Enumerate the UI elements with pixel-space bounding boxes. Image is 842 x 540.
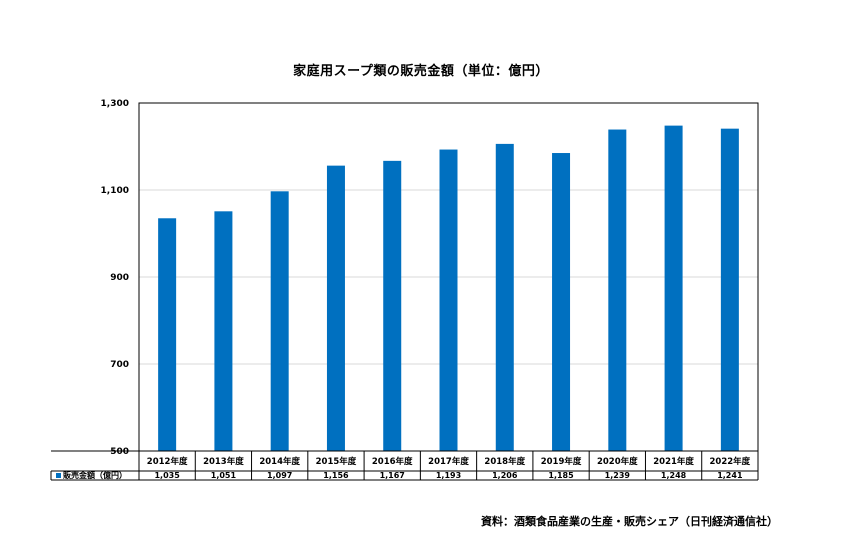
bar [326, 165, 345, 451]
y-tick-label: 700 [110, 360, 129, 370]
data-table: 2012年度 1,035 2013年度 1,051 2014年度 1,097 2015年度 1… [50, 450, 759, 481]
x-tick-label: 2015年度 [316, 456, 357, 467]
y-tick-label: 500 [110, 447, 129, 457]
data-label: 1,167 [380, 471, 405, 480]
legend-label: 販売金額（億円） [63, 470, 127, 480]
y-tick-label: 900 [110, 273, 129, 283]
bar [552, 153, 571, 451]
source-note: 資料：酒類食品産業の生産・販売シェア（日刊経済通信社） [481, 515, 778, 528]
data-label: 1,206 [492, 471, 518, 480]
x-tick-label: 2017年度 [428, 456, 469, 467]
data-label: 1,097 [267, 471, 292, 480]
x-tick-label: 2016年度 [372, 456, 413, 467]
bar [214, 211, 233, 451]
bar [383, 160, 402, 452]
y-tick-labels: 500 700 900 1,100 1,300 [101, 99, 129, 457]
data-label: 1,051 [211, 471, 237, 480]
data-label: 1,239 [605, 471, 631, 480]
bars [158, 125, 739, 452]
x-tick-label: 2022年度 [710, 456, 751, 467]
x-tick-label: 2013年度 [203, 456, 244, 467]
data-label: 1,193 [436, 471, 461, 480]
bar [439, 149, 458, 452]
y-tick-label: 1,100 [101, 186, 129, 196]
x-tick-label: 2018年度 [484, 456, 525, 467]
bar [270, 191, 289, 451]
legend-swatch [56, 473, 61, 478]
x-tick-label: 2012年度 [147, 456, 188, 467]
chart-title: 家庭用スープ類の販売金額（単位：億円） [293, 64, 549, 79]
data-label: 1,156 [323, 471, 349, 480]
bar [495, 143, 514, 451]
y-tick-label: 1,300 [101, 99, 129, 109]
data-label: 1,248 [661, 471, 687, 480]
bar [608, 129, 627, 451]
data-label: 1,035 [154, 471, 180, 480]
x-tick-label: 2014年度 [259, 456, 300, 467]
bar [720, 128, 739, 452]
x-tick-label: 2020年度 [597, 456, 638, 467]
x-tick-label: 2021年度 [653, 456, 694, 467]
bar [158, 218, 177, 451]
data-label: 1,185 [548, 471, 574, 480]
bar [664, 125, 683, 452]
x-tick-label: 2019年度 [541, 456, 582, 467]
data-label: 1,241 [717, 471, 743, 480]
